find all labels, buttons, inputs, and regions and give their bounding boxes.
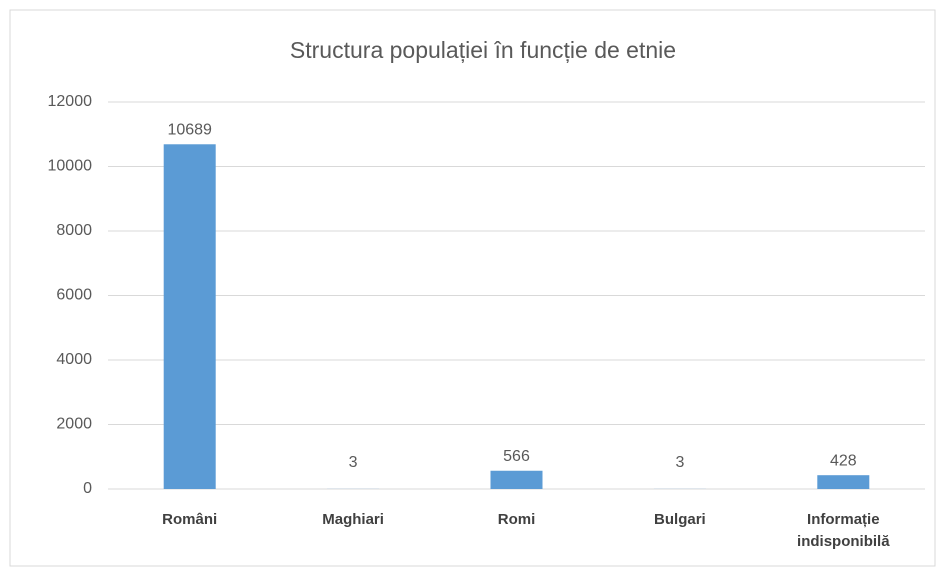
data-label: 3 [349,454,358,471]
y-tick-label: 6000 [56,287,92,304]
bar [163,144,216,489]
data-label: 428 [830,452,857,469]
chart-border [9,9,936,567]
y-tick-label: 12000 [48,93,93,110]
data-label: 10689 [167,121,212,138]
bar [817,475,870,489]
y-tick-label: 8000 [56,222,92,239]
y-tick-label: 2000 [56,416,92,433]
chart-title: Structura populației în funcție de etnie [290,37,676,63]
x-tick-label: Informație indisponibilă [797,511,890,550]
data-label: 566 [503,448,530,465]
y-tick-label: 0 [83,480,92,497]
x-tick-label: Romi [497,511,536,528]
x-tick-label: Bulgari [654,511,706,528]
data-label: 3 [675,454,684,471]
y-tick-label: 4000 [56,351,92,368]
x-tick-label: Maghiari [322,511,384,528]
x-tick-label: Români [162,511,218,528]
bar [490,470,543,489]
y-tick-label: 10000 [48,158,93,175]
